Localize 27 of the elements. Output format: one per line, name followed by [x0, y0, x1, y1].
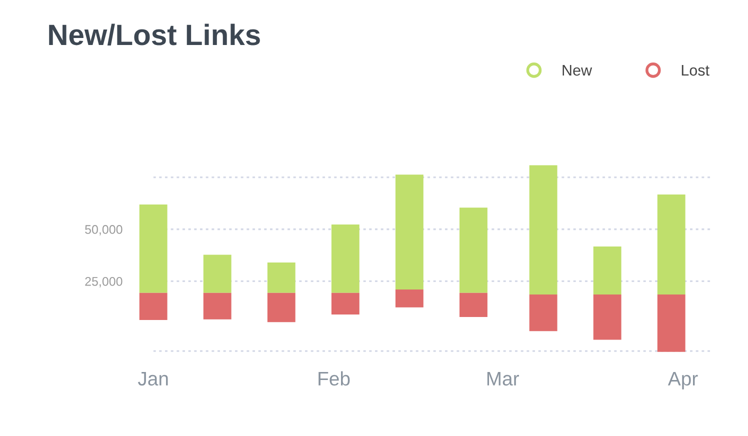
bar — [459, 208, 488, 293]
bar — [203, 254, 232, 293]
bar — [529, 165, 558, 294]
bar — [267, 262, 296, 293]
bar — [139, 292, 168, 320]
bar — [657, 294, 686, 352]
bar — [459, 292, 488, 317]
x-tick-label: Feb — [318, 371, 350, 386]
chart-title: New/Lost Links — [49, 24, 260, 46]
bar — [593, 294, 622, 340]
bar — [395, 174, 424, 290]
bar — [267, 292, 296, 322]
x-tick-label: Jan — [138, 372, 168, 386]
bar — [331, 292, 360, 314]
legend-label: New — [562, 65, 592, 76]
bar — [593, 246, 622, 294]
y-tick-label: 50,000 — [85, 225, 122, 236]
bar — [395, 290, 424, 308]
y-tick-label: 25,000 — [85, 277, 122, 288]
x-tick-label: Apr — [668, 372, 698, 390]
bar — [529, 294, 558, 332]
bar — [139, 204, 168, 293]
legend-label: Lost — [682, 65, 710, 76]
bar — [657, 194, 686, 294]
x-tick-label: Mar — [487, 372, 519, 386]
bar — [203, 292, 232, 320]
bar — [331, 224, 360, 293]
